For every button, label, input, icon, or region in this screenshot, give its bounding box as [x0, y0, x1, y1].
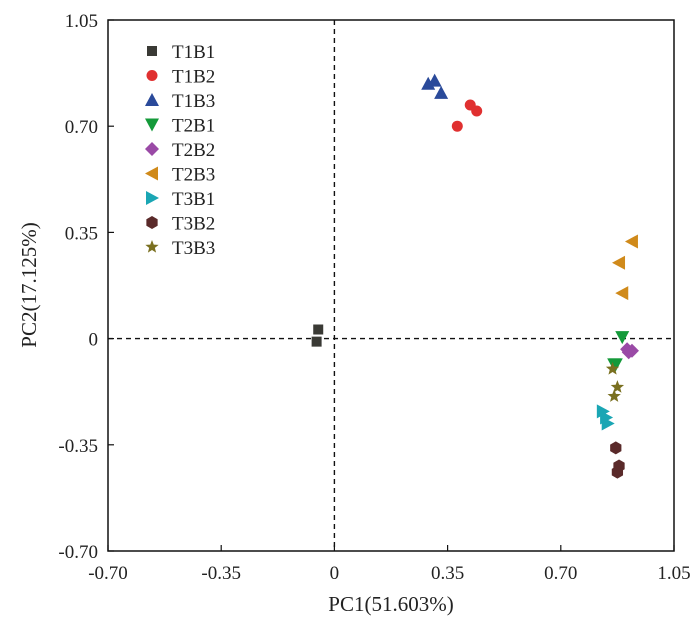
- point-t1b1: [313, 324, 324, 335]
- point-t2b1: [607, 358, 622, 372]
- x-tick-label: 0.70: [544, 563, 577, 584]
- x-axis-ticks: -0.70 -0.35 0 0.35 0.70 1.05: [88, 545, 691, 584]
- y-axis-title: PC2(17.125%): [17, 222, 41, 347]
- data-points: [311, 73, 639, 479]
- plot-area-frame: [107, 19, 675, 552]
- y-tick-label: 0.35: [65, 223, 98, 244]
- legend-marker-t1b1: [147, 46, 157, 56]
- point-t2b2: [621, 345, 636, 360]
- x-tick-label: 0.35: [431, 563, 464, 584]
- legend-label-t3b2: T3B2: [172, 214, 215, 235]
- point-t1b1: [311, 336, 322, 347]
- point-t2b3: [612, 255, 626, 270]
- legend-label-t1b2: T1B2: [172, 67, 215, 88]
- point-t1b2: [471, 105, 483, 117]
- point-t2b3: [615, 286, 629, 301]
- y-tick-label: -0.35: [58, 436, 98, 457]
- legend-marker-t2b2: [145, 142, 159, 156]
- x-tick-label: -0.70: [88, 563, 128, 584]
- point-t3b1: [601, 416, 615, 431]
- point-t3b2: [610, 441, 622, 455]
- legend: T1B1 T1B2 T1B3 T2B1 T2B2 T2B3 T3B1 T3B2 T3B3: [145, 42, 215, 259]
- point-t3b2: [611, 465, 624, 479]
- legend-label-t2b1: T2B1: [172, 116, 215, 137]
- point-t1b3: [427, 73, 442, 87]
- x-tick-label: -0.35: [201, 563, 241, 584]
- legend-marker-t2b1: [145, 118, 159, 132]
- point-t3b3: [607, 389, 621, 402]
- y-tick-label: -0.70: [58, 542, 98, 563]
- y-tick-label: 0: [89, 330, 99, 351]
- point-t3b3: [610, 380, 625, 393]
- legend-label-t1b3: T1B3: [172, 91, 215, 112]
- legend-marker-t1b2: [146, 70, 158, 81]
- legend-label-t3b1: T3B1: [172, 189, 215, 210]
- point-t1b2: [451, 120, 463, 132]
- point-t1b3: [434, 85, 449, 99]
- x-axis-title: PC1(51.603%): [328, 592, 453, 616]
- point-t2b1: [615, 331, 630, 345]
- legend-marker-t3b2: [146, 216, 158, 229]
- y-tick-label: 0.70: [65, 117, 98, 138]
- legend-label-t1b1: T1B1: [172, 42, 215, 63]
- point-t2b3: [624, 234, 638, 249]
- y-tick-label: 1.05: [65, 11, 98, 32]
- legend-marker-t1b3: [145, 93, 159, 106]
- legend-marker-t3b1: [146, 191, 159, 205]
- legend-marker-t2b3: [145, 166, 158, 181]
- legend-label-t2b2: T2B2: [172, 140, 215, 161]
- point-t3b3: [605, 361, 620, 375]
- y-axis-ticks: -0.70 -0.35 0 0.35 0.70 1.05: [58, 11, 114, 563]
- legend-label-t3b3: T3B3: [172, 238, 215, 259]
- x-tick-label: 0: [330, 563, 340, 584]
- legend-marker-t3b3: [145, 240, 159, 253]
- x-tick-label: 1.05: [657, 563, 690, 584]
- legend-label-t2b3: T2B3: [172, 165, 215, 186]
